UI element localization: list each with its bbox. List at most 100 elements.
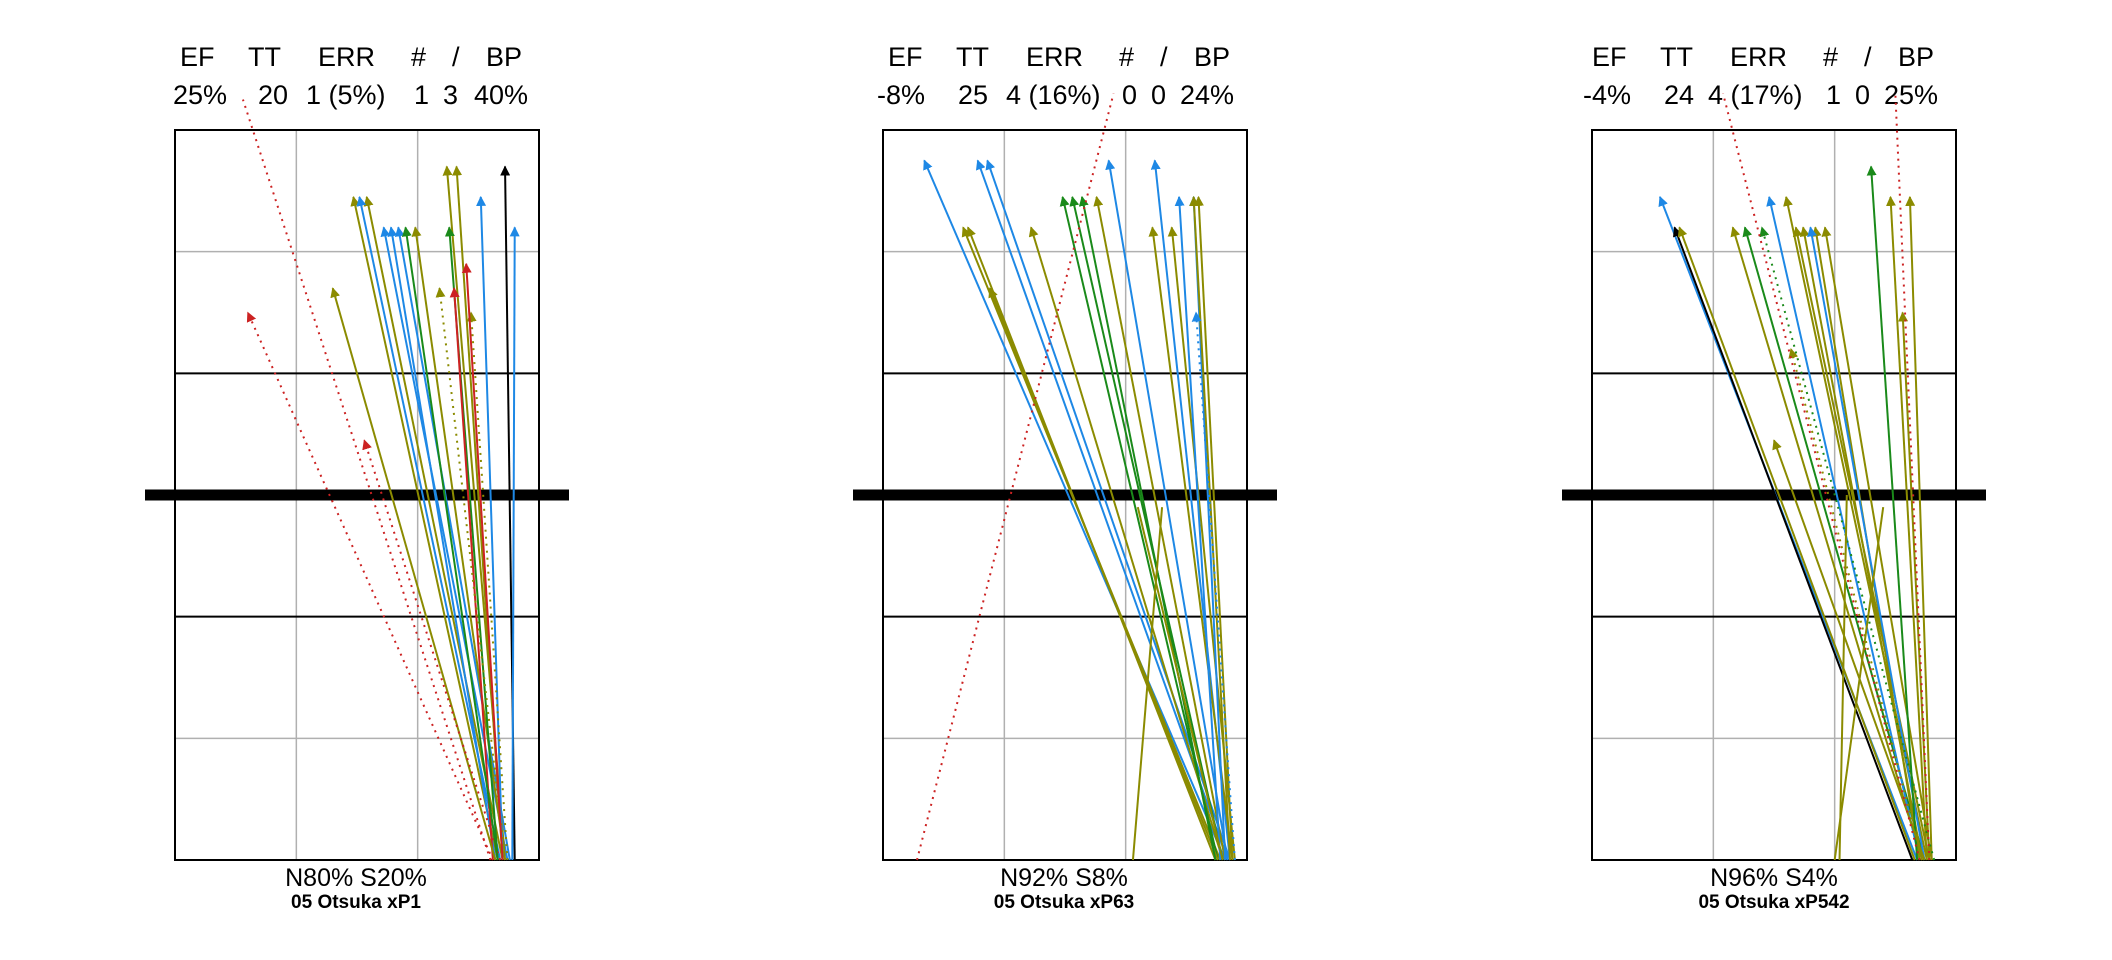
vector-arrow <box>509 226 520 861</box>
chart-panel-2: EF TT ERR # / BP -8% 25 4 (16%) 0 0 24% … <box>853 42 1277 913</box>
stat-header-labels-2: EF TT ERR # / BP <box>888 42 1230 72</box>
arrow-layer-3 <box>1658 93 1936 861</box>
vector-arrow <box>350 195 499 861</box>
value-tt: 24 <box>1664 80 1694 110</box>
vector-arrow <box>1136 506 1224 861</box>
value-err: 4 (16%) <box>1006 80 1101 110</box>
value-ef: -8% <box>877 80 925 110</box>
player-label: 05 Otsuka xP542 <box>1698 892 1849 913</box>
vector-arrow <box>1722 93 1921 861</box>
vector-arrow <box>1105 159 1229 861</box>
value-slash: 0 <box>1855 80 1870 110</box>
stat-values-3: -4% 24 4 (17%) 1 0 25% <box>1583 80 1938 110</box>
vector-arrow <box>1772 439 1926 861</box>
label-ef: EF <box>888 42 923 72</box>
chart-panel-1: EF TT ERR # / BP 25% 20 1 (5%) 1 3 40% N… <box>145 42 569 913</box>
value-hash: 0 <box>1122 80 1137 110</box>
vector-arrow <box>1131 507 1164 861</box>
label-bp: BP <box>1194 42 1230 72</box>
vector-arrow <box>1672 226 1914 861</box>
label-bp: BP <box>1898 42 1934 72</box>
label-err: ERR <box>1730 42 1787 72</box>
vector-arrow <box>1807 226 1926 861</box>
value-tt: 20 <box>258 80 288 110</box>
label-ef: EF <box>180 42 215 72</box>
label-tt: TT <box>248 42 281 72</box>
zone-label: N96% S4% <box>1710 864 1838 892</box>
vector-arrow <box>988 287 1219 861</box>
vector-arrow <box>476 195 504 861</box>
value-tt: 25 <box>958 80 988 110</box>
label-slash: / <box>452 42 460 72</box>
label-slash: / <box>1160 42 1168 72</box>
label-hash: # <box>411 42 426 72</box>
vector-arrow <box>1148 226 1234 861</box>
vector-arrow <box>1730 226 1923 861</box>
label-slash: / <box>1864 42 1872 72</box>
label-tt: TT <box>956 42 989 72</box>
vector-arrow <box>1059 195 1219 861</box>
value-ef: -4% <box>1583 80 1631 110</box>
player-label: 05 Otsuka xP1 <box>291 892 421 913</box>
vector-arrow <box>1193 195 1234 861</box>
value-err: 1 (5%) <box>306 80 386 110</box>
vector-arrow <box>449 287 494 861</box>
vector-arrow <box>1833 507 1885 861</box>
vector-arrow <box>975 159 1229 861</box>
stat-header-labels-3: EF TT ERR # / BP <box>1592 42 1934 72</box>
vector-arrow <box>1069 195 1224 861</box>
chart-panel-3: EF TT ERR # / BP -4% 24 4 (17%) 1 0 25% … <box>1562 42 1986 913</box>
vector-arrow <box>1677 226 1916 861</box>
stat-values-1: 25% 20 1 (5%) 1 3 40% <box>173 80 528 110</box>
plot-frame-3 <box>1562 129 1986 861</box>
label-ef: EF <box>1592 42 1627 72</box>
value-bp: 40% <box>474 80 528 110</box>
vector-arrow <box>461 262 504 861</box>
arrow-layer-1 <box>241 99 520 861</box>
arrow-layer-2 <box>916 93 1236 861</box>
vector-arrow <box>380 226 509 861</box>
value-hash: 1 <box>1826 80 1841 110</box>
label-hash: # <box>1823 42 1838 72</box>
label-bp: BP <box>486 42 522 72</box>
label-err: ERR <box>318 42 375 72</box>
vector-arrow <box>1191 311 1236 861</box>
vector-arrow <box>330 287 497 861</box>
label-hash: # <box>1119 42 1134 72</box>
value-hash: 1 <box>414 80 429 110</box>
vector-arrow <box>1189 195 1232 861</box>
vector-arrow <box>363 195 504 861</box>
value-bp: 25% <box>1884 80 1938 110</box>
stat-header-labels-1: EF TT ERR # / BP <box>180 42 522 72</box>
vector-arrow <box>916 93 1115 861</box>
vector-arrow <box>1783 195 1928 861</box>
vector-arrow <box>1742 226 1926 861</box>
vector-arrow <box>1866 165 1919 861</box>
vector-arrow <box>394 226 511 861</box>
vector-arrow <box>241 99 492 861</box>
label-err: ERR <box>1026 42 1083 72</box>
vector-arrow <box>466 311 509 861</box>
value-bp: 24% <box>1180 80 1234 110</box>
value-slash: 3 <box>443 80 458 110</box>
value-ef: 25% <box>173 80 227 110</box>
stat-values-2: -8% 25 4 (16%) 0 0 24% <box>877 80 1234 110</box>
value-slash: 0 <box>1151 80 1166 110</box>
zone-label: N80% S20% <box>285 864 427 892</box>
vector-arrow <box>435 287 507 861</box>
vector-arrow <box>1838 494 1848 861</box>
vector-arrow <box>1885 195 1928 861</box>
zone-label: N92% S8% <box>1000 864 1128 892</box>
label-tt: TT <box>1660 42 1693 72</box>
vector-arrow <box>1028 226 1224 861</box>
vector-arrow <box>1759 226 1936 861</box>
vector-arrow <box>1174 195 1222 861</box>
vector-arrow <box>1894 93 1931 861</box>
vector-arrow <box>1078 195 1217 861</box>
vector-arrow <box>387 226 497 861</box>
vector-arrow <box>246 311 494 861</box>
player-label: 05 Otsuka xP63 <box>994 892 1134 913</box>
vector-arrow <box>401 226 499 861</box>
